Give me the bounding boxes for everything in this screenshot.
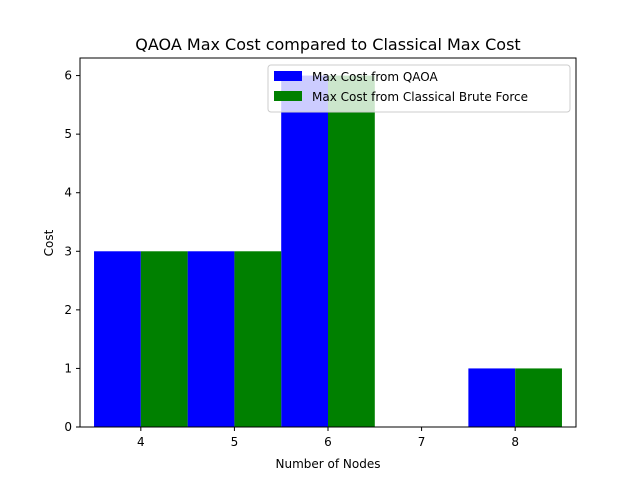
legend: Max Cost from QAOA Max Cost from Classica… (267, 64, 571, 113)
legend-label-series1: Max Cost from QAOA (312, 70, 439, 84)
y-tick-label-1: 1 (64, 361, 72, 375)
x-tick-label-5: 5 (231, 435, 239, 449)
y-axis-ticks: 0 1 2 3 4 5 6 (64, 69, 80, 434)
y-tick-label-2: 2 (64, 303, 72, 317)
x-axis-label: Number of Nodes (276, 457, 381, 471)
bar-series2-x5 (234, 251, 282, 427)
x-tick-label-8: 8 (511, 435, 519, 449)
y-axis-label: Cost (42, 229, 56, 256)
plot-frame (79, 57, 577, 428)
y-tick-label-0: 0 (64, 420, 72, 434)
x-axis-ticks: 4 5 6 7 8 (137, 427, 519, 449)
bar-series1-x6 (281, 75, 328, 428)
bar-series1-x5 (187, 251, 235, 427)
legend-box (267, 64, 571, 113)
bar-series1-x4 (94, 251, 141, 427)
bars-group (94, 75, 562, 428)
x-tick-label-7: 7 (418, 435, 426, 449)
legend-swatch-series1 (274, 71, 302, 81)
bar-series2-x4 (140, 251, 188, 427)
y-tick-label-3: 3 (64, 244, 72, 258)
y-tick-label-6: 6 (64, 69, 72, 83)
legend-label-series2: Max Cost from Classical Brute Force (312, 90, 528, 104)
x-tick-label-6: 6 (324, 435, 332, 449)
bar-series2-x8 (515, 368, 562, 427)
bar-series1-x8 (468, 368, 516, 427)
chart-title: QAOA Max Cost compared to Classical Max … (135, 35, 520, 54)
y-tick-label-4: 4 (64, 186, 72, 200)
bar-series2-x6 (328, 75, 375, 428)
x-tick-label-4: 4 (137, 435, 145, 449)
y-tick-label-5: 5 (64, 127, 72, 141)
legend-swatch-series2 (274, 91, 302, 101)
